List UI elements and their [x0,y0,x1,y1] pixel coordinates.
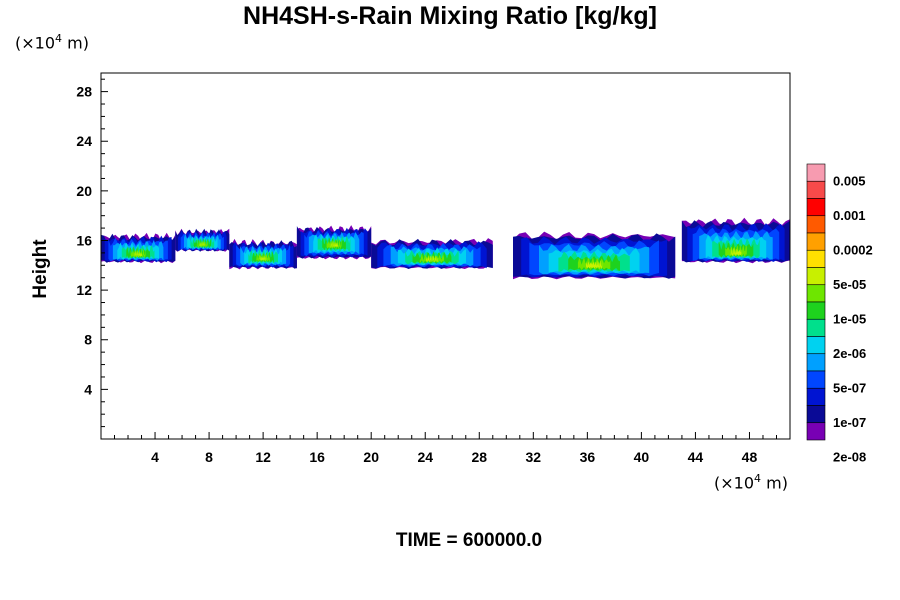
colorbar-label: 5e-07 [833,380,866,395]
cloud-contour [586,259,603,270]
colorbar-swatch [806,370,826,389]
colorbar: 0.005 0.001 0.0002 5e-05 1e-05 2e-06 5e-07 1e-0… [806,163,873,464]
cloud-contour [134,249,142,258]
cloud-cell [681,217,790,264]
colorbar-label: 0.005 [833,173,866,188]
colorbar-swatch [806,387,826,406]
cloud-contour [326,238,342,250]
colorbar-swatch [806,267,826,286]
cloud-contour [199,239,205,248]
colorbar-swatch [806,215,826,234]
plot-frame [100,72,791,440]
y-tick-label: 8 [84,332,92,348]
x-axis-unit: (×104 m) [714,472,788,493]
cloud-field [101,217,790,280]
colorbar-label: 1e-05 [833,311,866,326]
cloud-cell [296,225,372,260]
cloud-cell [101,232,176,264]
cloud-cell [371,238,493,269]
x-tick-label: 36 [580,449,596,465]
cloud-contour [730,247,742,257]
y-tick-label: 28 [76,84,92,100]
x-tick-label: 44 [688,449,704,465]
y-tick-label: 20 [76,183,92,199]
y-tick-label: 4 [84,381,92,397]
time-label: TIME = 600000.0 [395,530,543,551]
colorbar-swatch [806,163,826,182]
x-tick-label: 28 [471,449,487,465]
x-axis: 4 8 12 16 20 24 28 32 36 40 44 48 [114,432,777,465]
colorbar-label: 0.0002 [833,242,873,257]
x-tick-label: 12 [255,449,271,465]
colorbar-label: 2e-06 [833,346,866,361]
x-tick-label: 48 [742,449,758,465]
x-tick-label: 16 [309,449,325,465]
colorbar-swatch [806,353,826,372]
y-tick-label: 16 [76,232,92,248]
y-tick-label: 12 [76,282,92,298]
colorbar-label: 0.001 [833,208,866,223]
cloud-contour [330,239,338,249]
colorbar-swatch [806,180,826,199]
cloud-contour [577,256,611,271]
colorbar-label: 5e-05 [833,277,866,292]
colorbar-label: 1e-07 [833,415,866,430]
cloud-contour [425,254,439,263]
colorbar-swatch [806,422,826,441]
chart-title: NH4SH-s-Rain Mixing Ratio [kg/kg] [243,2,657,30]
y-axis-unit: (×104 m) [15,32,89,53]
colorbar-swatch [806,232,826,251]
cloud-cell [229,238,297,270]
y-axis: 4 8 12 16 20 24 28 [76,78,108,428]
colorbar-swatch [806,405,826,424]
x-tick-label: 40 [634,449,650,465]
colorbar-swatch [806,198,826,217]
x-tick-label: 8 [205,449,213,465]
cloud-cell [513,231,676,280]
colorbar-swatch [806,301,826,320]
x-tick-label: 24 [417,449,433,465]
x-tick-label: 32 [526,449,542,465]
colorbar-label: 2e-08 [833,449,866,464]
colorbar-swatch [806,249,826,268]
colorbar-swatch [806,318,826,337]
cloud-contour [259,254,267,262]
cloud-contour [256,252,270,263]
colorbar-swatch [806,284,826,303]
cloud-cell [175,228,230,252]
x-tick-label: 4 [151,449,159,465]
y-tick-label: 24 [76,133,92,149]
cloud-contour [130,248,146,259]
colorbar-swatch [806,336,826,355]
x-tick-label: 20 [363,449,379,465]
